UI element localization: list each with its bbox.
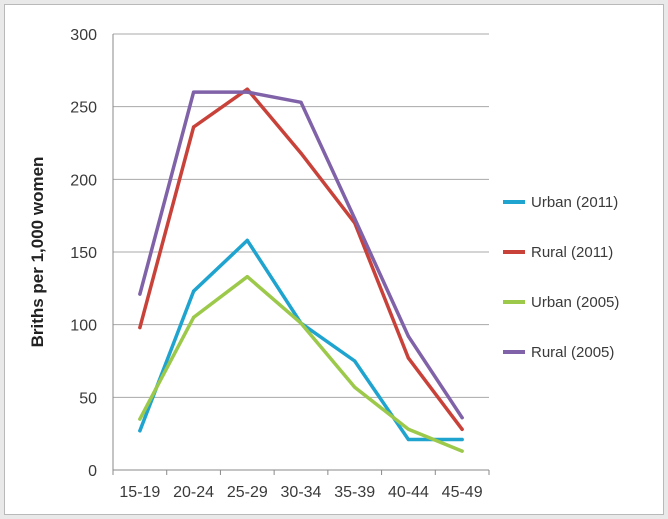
x-tick-label-45-49: 45-49 — [442, 484, 483, 501]
data-point-urban-2011-1 — [191, 289, 196, 293]
data-point-urban-2011-2 — [245, 238, 249, 242]
data-point-urban-2005-3 — [299, 321, 303, 325]
y-tick-label-0: 0 — [88, 463, 97, 480]
legend-label-urban-2011: Urban (2011) — [531, 194, 618, 211]
x-tick-label-30-34: 30-34 — [281, 484, 322, 501]
data-point-rural-2005-2 — [245, 90, 249, 94]
data-point-rural-2011-0 — [138, 325, 142, 330]
legend-label-urban-2005: Urban (2005) — [531, 294, 619, 311]
y-tick-label-150: 150 — [70, 245, 97, 262]
y-tick-label-50: 50 — [79, 390, 97, 407]
data-point-rural-2011-2 — [245, 87, 249, 91]
data-point-rural-2005-4 — [353, 216, 357, 221]
x-tick-label-40-44: 40-44 — [388, 484, 429, 501]
gridlines — [113, 33, 489, 471]
y-tick-label-200: 200 — [70, 172, 97, 189]
x-tick-label-15-19: 15-19 — [119, 484, 160, 501]
legend: Urban (2011) Rural (2011) Urban (2005) Rura… — [503, 194, 619, 361]
data-point-urban-2005-4 — [353, 385, 357, 389]
y-tick-label-300: 300 — [70, 27, 97, 44]
data-point-urban-2011-4 — [353, 359, 357, 363]
data-point-urban-2005-2 — [245, 275, 249, 279]
data-point-urban-2011-6 — [460, 437, 464, 442]
data-point-rural-2011-1 — [191, 125, 196, 129]
y-tick-label-100: 100 — [70, 318, 97, 335]
x-tick-labels: 15-19 20-24 25-29 30-34 35-39 40-44 45-49 — [119, 484, 482, 501]
legend-label-rural-2005: Rural (2005) — [531, 344, 614, 361]
y-tick-label-250: 250 — [70, 100, 97, 117]
data-point-rural-2011-6 — [460, 427, 464, 431]
series-lines — [138, 87, 464, 453]
y-tick-labels: 0 50 100 150 200 250 300 — [70, 27, 97, 480]
data-point-urban-2005-1 — [191, 315, 196, 319]
y-axis-title: Briths per 1,000 women — [28, 157, 47, 348]
data-point-rural-2005-1 — [191, 90, 196, 94]
data-point-rural-2011-3 — [299, 151, 303, 155]
data-point-urban-2005-0 — [138, 417, 142, 421]
x-tick-label-20-24: 20-24 — [173, 484, 214, 501]
series-line-urban-2011 — [138, 238, 464, 442]
series-line-rural-2011 — [138, 87, 464, 432]
data-point-urban-2005-6 — [460, 449, 464, 453]
data-point-rural-2005-5 — [406, 334, 411, 338]
line-chart: 0 50 100 150 200 250 300 15-19 20-24 25-29 30-34 3… — [28, 27, 619, 501]
axes — [112, 34, 490, 475]
chart-frame: 0 50 100 150 200 250 300 15-19 20-24 25-29 30-34 3… — [4, 4, 664, 515]
x-tick-label-25-29: 25-29 — [227, 484, 268, 501]
data-point-urban-2011-5 — [406, 437, 411, 442]
data-point-rural-2011-5 — [406, 356, 411, 360]
data-point-urban-2005-5 — [406, 427, 411, 431]
data-point-rural-2005-3 — [299, 100, 303, 104]
data-point-rural-2005-0 — [138, 292, 142, 296]
legend-label-rural-2011: Rural (2011) — [531, 244, 613, 261]
data-point-urban-2011-0 — [138, 429, 142, 433]
data-point-rural-2005-6 — [460, 416, 464, 420]
x-tick-label-35-39: 35-39 — [334, 484, 375, 501]
